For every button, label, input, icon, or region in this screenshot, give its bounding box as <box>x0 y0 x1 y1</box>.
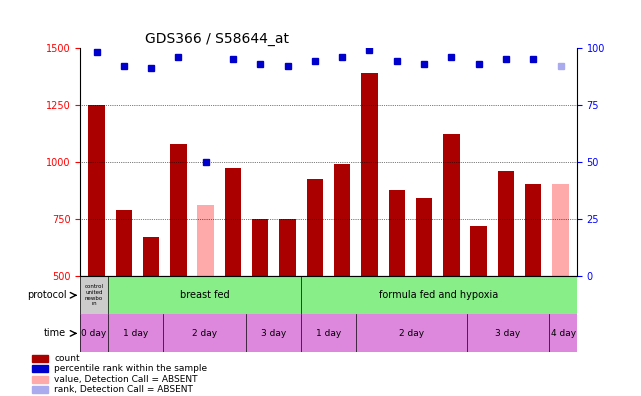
Text: 1 day: 1 day <box>316 329 341 338</box>
Bar <box>416 198 432 276</box>
Text: 3 day: 3 day <box>495 329 520 338</box>
Text: count: count <box>54 354 80 363</box>
Text: 0 day: 0 day <box>81 329 106 338</box>
Text: formula fed and hypoxia: formula fed and hypoxia <box>379 290 499 300</box>
Bar <box>498 171 514 276</box>
Bar <box>80 314 108 352</box>
Text: 2 day: 2 day <box>399 329 424 338</box>
Bar <box>388 190 405 276</box>
Bar <box>549 314 577 352</box>
Bar <box>252 219 269 276</box>
Bar <box>32 375 48 383</box>
Text: 3 day: 3 day <box>261 329 286 338</box>
Text: value, Detection Call = ABSENT: value, Detection Call = ABSENT <box>54 375 198 384</box>
Bar <box>197 205 214 276</box>
Text: protocol: protocol <box>27 290 66 300</box>
Text: GDS366 / S58644_at: GDS366 / S58644_at <box>145 32 288 46</box>
Bar <box>80 276 108 314</box>
Text: rank, Detection Call = ABSENT: rank, Detection Call = ABSENT <box>54 385 194 394</box>
Text: 1 day: 1 day <box>122 329 148 338</box>
Bar <box>225 168 241 276</box>
Bar <box>32 355 48 362</box>
Bar <box>301 276 577 314</box>
Bar <box>443 134 460 276</box>
Bar <box>32 365 48 372</box>
Bar <box>88 105 104 276</box>
Bar <box>334 164 351 276</box>
Bar <box>470 226 487 276</box>
Bar <box>301 314 356 352</box>
Bar <box>115 210 132 276</box>
Bar <box>246 314 301 352</box>
Bar <box>467 314 549 352</box>
Bar <box>163 314 246 352</box>
Bar <box>279 219 296 276</box>
Bar <box>356 314 467 352</box>
Text: time: time <box>44 328 66 339</box>
Text: control
united
newbo
rn: control united newbo rn <box>85 284 103 307</box>
Bar <box>553 184 569 276</box>
Bar <box>108 314 163 352</box>
Bar <box>143 237 159 276</box>
Bar <box>525 184 542 276</box>
Text: breast fed: breast fed <box>179 290 229 300</box>
Bar <box>171 144 187 276</box>
Bar <box>362 73 378 276</box>
Text: 4 day: 4 day <box>551 329 576 338</box>
Bar <box>306 179 323 276</box>
Text: 2 day: 2 day <box>192 329 217 338</box>
Text: percentile rank within the sample: percentile rank within the sample <box>54 364 208 373</box>
Bar <box>108 276 301 314</box>
Bar <box>32 386 48 393</box>
